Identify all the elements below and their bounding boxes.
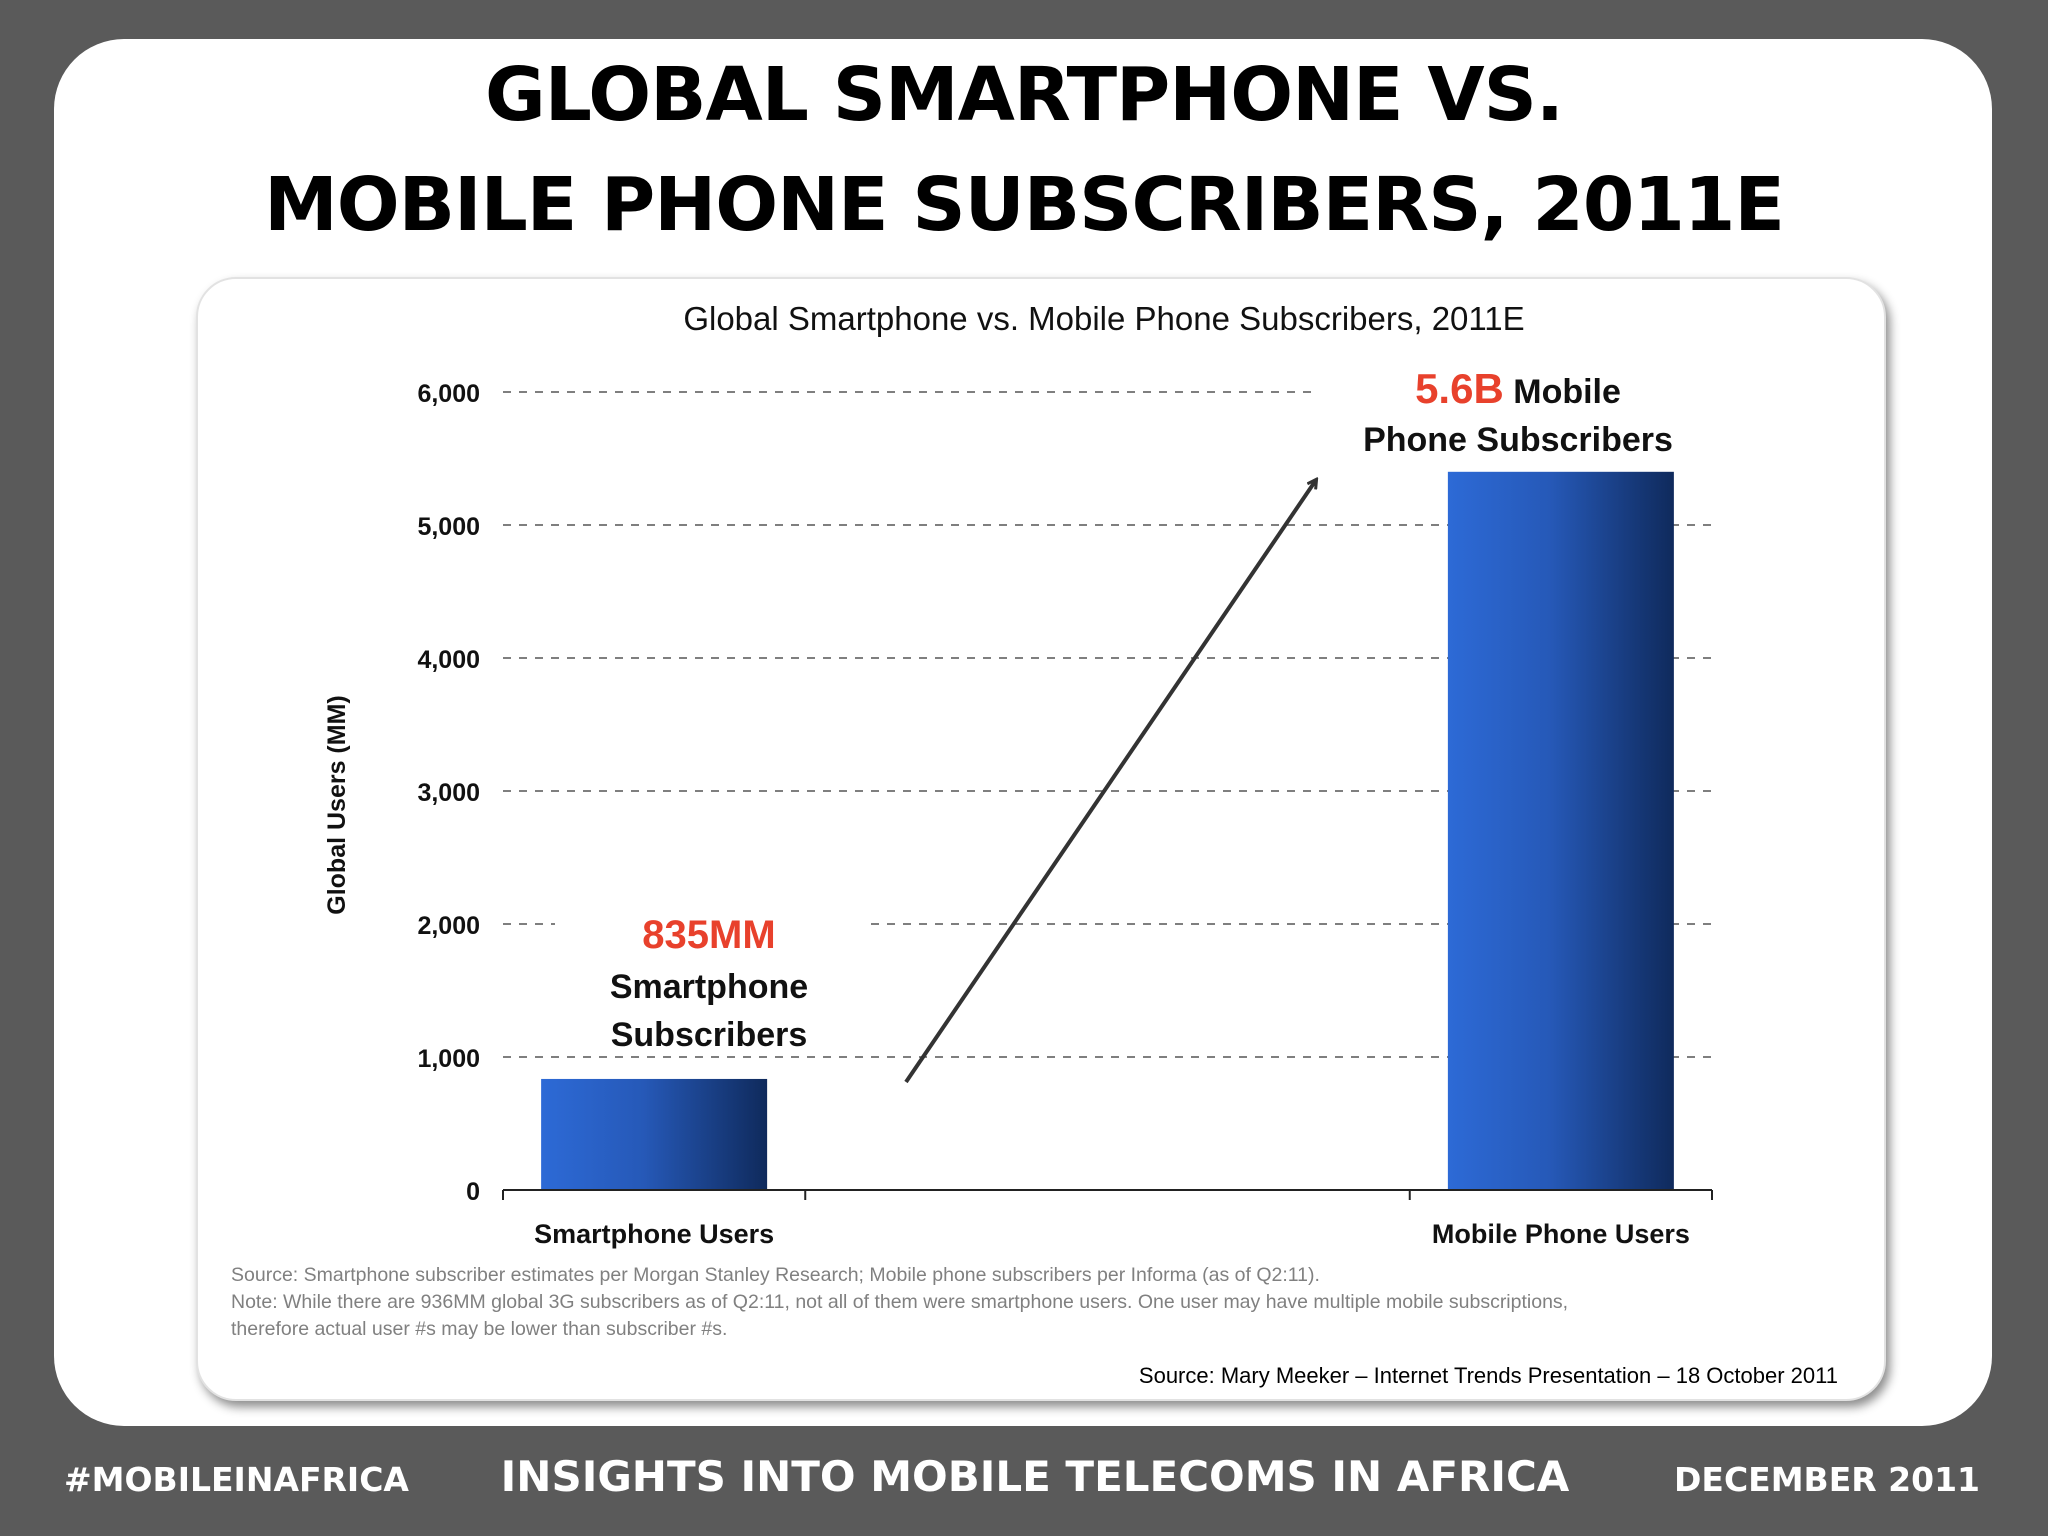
annotation-mobile-line1: 5.6B Mobile — [1415, 365, 1621, 412]
annotation-smartphone-label1: Smartphone — [610, 968, 808, 1006]
y-tick-label: 4,000 — [417, 646, 480, 674]
y-axis-label: Global Users (MM) — [323, 695, 351, 914]
note-line1: Note: While there are 936MM global 3G su… — [231, 1291, 1569, 1313]
bars — [541, 471, 1674, 1190]
y-axis-ticks: 0 1,000 2,000 3,000 4,000 5,000 6,000 — [417, 380, 480, 1206]
footer-tagline: INSIGHTS INTO MOBILE TELECOMS IN AFRICA — [500, 1452, 1570, 1501]
annotation-mobile-line2: Phone Subscribers — [1363, 421, 1673, 459]
annotation-mobile-word: Mobile — [1504, 373, 1621, 411]
x-tick-label: Mobile Phone Users — [1432, 1219, 1690, 1249]
annotations: 835MM Smartphone Subscribers 5.6B Mobile Pho… — [555, 360, 1714, 1055]
slide-title-line2: MOBILE PHONE SUBSCRIBERS, 2011E — [264, 162, 1785, 248]
footer-hashtag: #MOBILEINAFRICA — [64, 1460, 409, 1499]
footer-date: DECEMBER 2011 — [1674, 1460, 1980, 1499]
annotation-smartphone-value: 835MM — [642, 913, 775, 957]
y-tick-label: 3,000 — [417, 779, 480, 807]
x-tick-label: Smartphone Users — [534, 1219, 774, 1249]
slide-title: GLOBAL SMARTPHONE VS. MOBILE PHONE SUBSC… — [0, 40, 2048, 260]
annotation-backdrop — [1318, 360, 1714, 460]
growth-arrow — [904, 480, 1316, 1084]
x-axis: Smartphone Users Mobile Phone Users — [502, 1189, 1713, 1249]
bar — [1447, 471, 1674, 1190]
annotation-smartphone-label2: Subscribers — [611, 1016, 808, 1054]
note-line2: therefore actual user #s may be lower th… — [231, 1318, 728, 1340]
y-tick-label: 5,000 — [417, 513, 480, 541]
presentation-credit: Source: Mary Meeker – Internet Trends Pr… — [1138, 1363, 1838, 1388]
y-tick-label: 1,000 — [417, 1045, 480, 1073]
y-tick-label: 6,000 — [417, 380, 480, 408]
y-tick-label: 0 — [466, 1178, 480, 1206]
bar — [541, 1078, 768, 1190]
y-tick-label: 2,000 — [417, 912, 480, 940]
source-note: Source: Smartphone subscriber estimates … — [231, 1264, 1320, 1286]
slide-title-line1: GLOBAL SMARTPHONE VS. — [484, 52, 1564, 138]
annotation-mobile-value: 5.6B — [1415, 365, 1504, 412]
annotation-backdrop — [555, 905, 865, 1055]
chart-title: Global Smartphone vs. Mobile Phone Subsc… — [683, 300, 1524, 337]
